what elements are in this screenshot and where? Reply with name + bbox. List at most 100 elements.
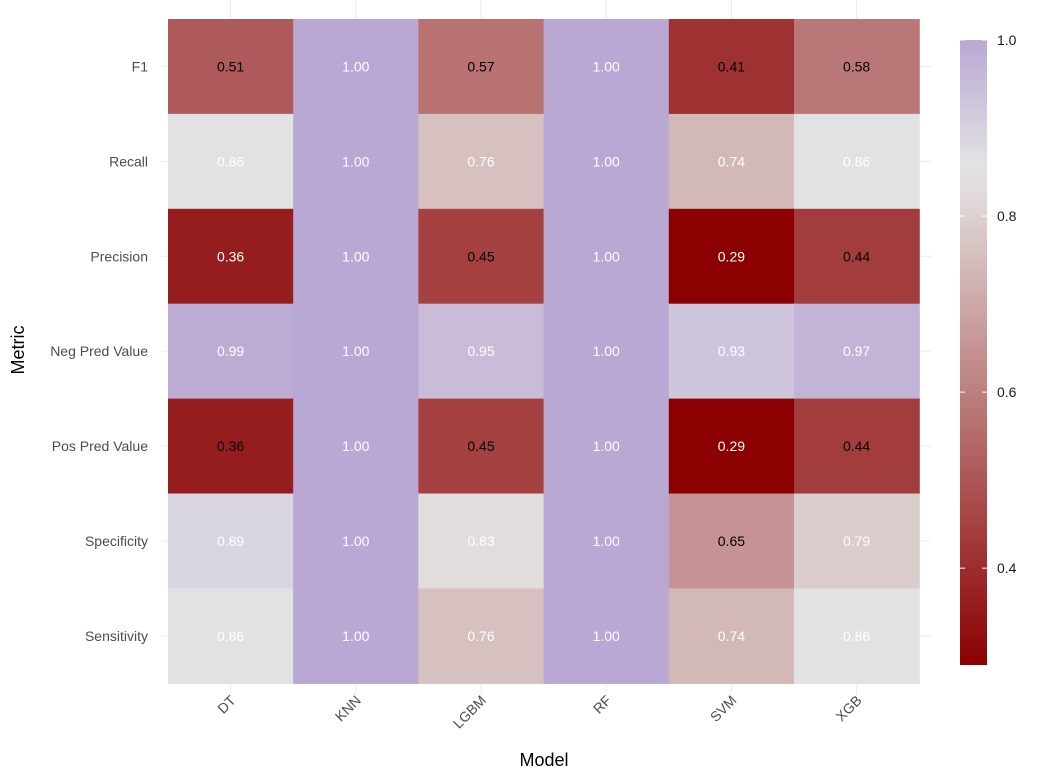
heatmap-cell-knn-precision <box>293 208 419 305</box>
cell-value-label: 0.86 <box>843 153 870 169</box>
heatmap-cell-svm-specificity <box>668 493 795 589</box>
heatmap-cell-rf-neg-pred-value <box>543 303 670 400</box>
cell-value-label: 0.41 <box>718 58 745 74</box>
cell-value-label: 1.00 <box>593 628 620 644</box>
heatmap-cell-svm-neg-pred-value <box>668 303 795 400</box>
cell-value-label: 0.74 <box>718 153 745 169</box>
y-tick-label: Sensitivity <box>85 628 148 644</box>
cell-value-label: 0.44 <box>843 248 870 264</box>
heatmap-cell-lgbm-specificity <box>418 493 545 589</box>
cell-value-label: 1.00 <box>593 153 620 169</box>
heatmap-cell-knn-sensitivity <box>293 588 419 684</box>
x-tick-label: KNN <box>332 692 364 724</box>
cell-value-label: 0.45 <box>467 248 494 264</box>
heatmap-cell-svm-pos-pred-value <box>668 398 795 495</box>
heatmap-cell-rf-f1 <box>543 19 670 115</box>
cell-value-label: 0.29 <box>718 438 745 454</box>
heatmap-cell-xgb-sensitivity <box>794 588 920 684</box>
heatmap-cell-dt-specificity <box>168 493 294 589</box>
cell-value-label: 0.93 <box>718 343 745 359</box>
cell-value-label: 1.00 <box>342 628 369 644</box>
y-axis-tick-labels: F1 Recall Precision Neg Pred Value Pos Pred … <box>50 58 148 643</box>
colorbar-ticks: 0.4 0.6 0.8 1.0 <box>960 32 1017 576</box>
y-tick-label: Specificity <box>85 533 148 549</box>
heatmap-cells <box>168 19 920 684</box>
heatmap-cell-rf-recall <box>543 113 670 210</box>
cell-value-label: 0.86 <box>217 628 244 644</box>
cell-value-label: 1.00 <box>593 248 620 264</box>
y-tick-label: Neg Pred Value <box>50 343 148 359</box>
heatmap-cell-xgb-pos-pred-value <box>794 398 920 495</box>
heatmap-cell-dt-precision <box>168 208 294 305</box>
cell-value-label: 0.99 <box>217 343 244 359</box>
heatmap-cell-knn-neg-pred-value <box>293 303 419 400</box>
heatmap-cell-knn-specificity <box>293 493 419 589</box>
heatmap-cell-svm-f1 <box>668 19 795 115</box>
cell-value-label: 1.00 <box>342 248 369 264</box>
cell-value-label: 0.83 <box>467 533 494 549</box>
colorbar-tick-label: 0.6 <box>997 384 1017 400</box>
heatmap-cell-xgb-specificity <box>794 493 920 589</box>
cell-value-label: 0.58 <box>843 58 870 74</box>
cell-value-label: 0.44 <box>843 438 870 454</box>
cell-value-label: 1.00 <box>593 343 620 359</box>
heatmap-cell-dt-sensitivity <box>168 588 294 684</box>
cell-value-label: 0.76 <box>467 628 494 644</box>
heatmap-cell-lgbm-sensitivity <box>418 588 545 684</box>
heatmap-cell-knn-pos-pred-value <box>293 398 419 495</box>
heatmap-cell-labels: 0.51 1.00 0.57 1.00 0.41 0.58 0.86 1.00 0.76 1.00… <box>217 58 870 643</box>
heatmap-cell-lgbm-pos-pred-value <box>418 398 545 495</box>
colorbar-tick-label: 1.0 <box>997 32 1017 48</box>
cell-value-label: 0.74 <box>718 628 745 644</box>
heatmap-cell-dt-f1 <box>168 19 294 115</box>
heatmap-cell-svm-sensitivity <box>668 588 795 684</box>
heatmap-cell-svm-precision <box>668 208 795 305</box>
x-tick-label: LGBM <box>450 692 489 731</box>
cell-value-label: 1.00 <box>342 153 369 169</box>
cell-value-label: 1.00 <box>342 58 369 74</box>
y-tick-label: Precision <box>90 248 148 264</box>
cell-value-label: 1.00 <box>593 438 620 454</box>
cell-value-label: 0.29 <box>718 248 745 264</box>
x-tick-label: RF <box>590 692 615 717</box>
heatmap-cell-rf-specificity <box>543 493 670 589</box>
heatmap-cell-dt-pos-pred-value <box>168 398 294 495</box>
heatmap-cell-svm-recall <box>668 113 795 210</box>
cell-value-label: 0.65 <box>718 533 745 549</box>
y-tick-label: Pos Pred Value <box>52 438 148 454</box>
colorbar-gradient <box>960 40 987 665</box>
heatmap-cell-lgbm-precision <box>418 208 545 305</box>
x-tick-label: SVM <box>707 692 740 725</box>
heatmap-cell-xgb-recall <box>794 113 920 210</box>
colorbar-tick-label: 0.8 <box>997 208 1017 224</box>
x-tick-label: DT <box>214 692 239 717</box>
heatmap-cell-knn-recall <box>293 113 419 210</box>
heatmap-cell-xgb-neg-pred-value <box>794 303 920 400</box>
cell-value-label: 0.76 <box>467 153 494 169</box>
cell-value-label: 1.00 <box>342 343 369 359</box>
heatmap-cell-dt-recall <box>168 113 294 210</box>
x-axis-title: Model <box>519 750 568 770</box>
cell-value-label: 1.00 <box>593 58 620 74</box>
cell-value-label: 0.79 <box>843 533 870 549</box>
heatmap-cell-xgb-f1 <box>794 19 920 115</box>
x-tick-label: XGB <box>832 692 864 724</box>
heatmap-cell-lgbm-recall <box>418 113 545 210</box>
cell-value-label: 0.86 <box>217 153 244 169</box>
heatmap-cell-lgbm-f1 <box>418 19 545 115</box>
heatmap-cell-rf-pos-pred-value <box>543 398 670 495</box>
heatmap-cell-rf-precision <box>543 208 670 305</box>
heatmap-cell-rf-sensitivity <box>543 588 670 684</box>
cell-value-label: 0.45 <box>467 438 494 454</box>
y-axis-title: Metric <box>8 326 28 375</box>
cell-value-label: 0.36 <box>217 248 244 264</box>
heatmap-cell-xgb-precision <box>794 208 920 305</box>
cell-value-label: 0.57 <box>467 58 494 74</box>
cell-value-label: 0.86 <box>843 628 870 644</box>
cell-value-label: 0.97 <box>843 343 870 359</box>
cell-value-label: 0.51 <box>217 58 244 74</box>
heatmap-cell-knn-f1 <box>293 19 419 115</box>
cell-value-label: 1.00 <box>593 533 620 549</box>
cell-value-label: 1.00 <box>342 438 369 454</box>
